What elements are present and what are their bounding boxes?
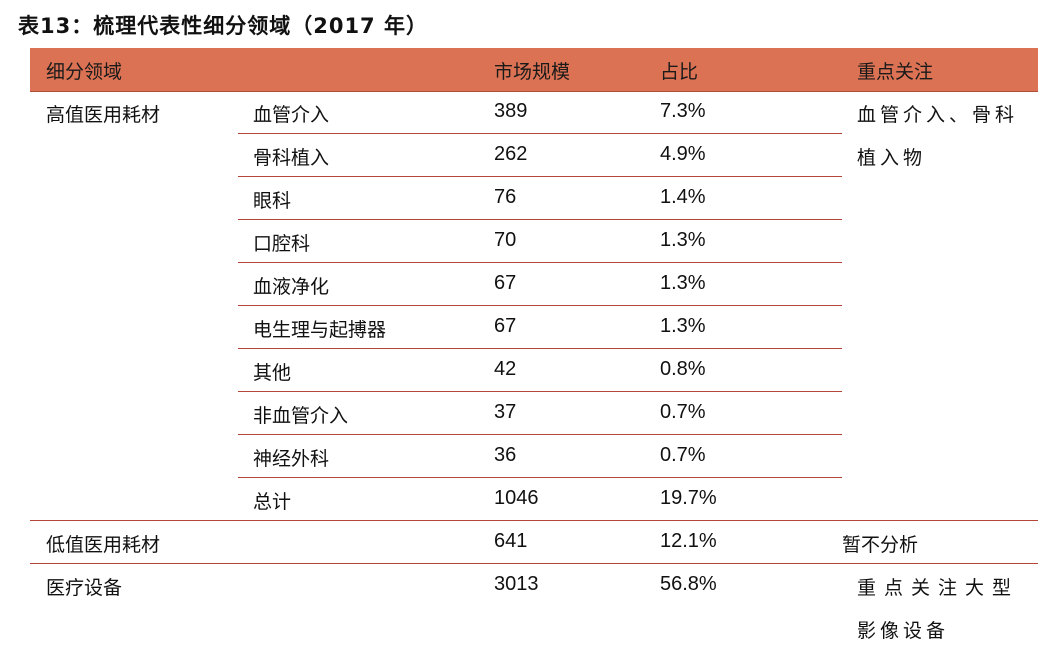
focus-high-value-line1: 血管介入、骨科 — [857, 104, 1019, 126]
sub-segment: 血管介入 — [253, 104, 330, 126]
market-size: 76 — [494, 186, 517, 208]
market-size: 389 — [494, 100, 528, 122]
header-market-size: 市场规模 — [494, 61, 571, 83]
table-header: 细分领域 市场规模 占比 重点关注 — [30, 48, 1038, 92]
market-size: 67 — [494, 272, 517, 294]
row-divider — [238, 176, 842, 177]
market-size-total: 1046 — [494, 487, 539, 509]
category-equipment: 医疗设备 — [46, 577, 123, 599]
row-divider — [238, 391, 842, 392]
ratio: 12.1% — [660, 530, 717, 552]
row-divider — [238, 434, 842, 435]
market-size: 37 — [494, 401, 517, 423]
row-divider — [238, 219, 842, 220]
ratio: 7.3% — [660, 100, 706, 122]
ratio: 0.8% — [660, 358, 706, 380]
market-size: 3013 — [494, 573, 539, 595]
header-ratio: 占比 — [660, 61, 699, 83]
header-focus: 重点关注 — [857, 61, 934, 83]
focus-equipment-line1: 重点关注大型 — [857, 577, 1020, 599]
row-divider — [238, 262, 842, 263]
group-divider — [30, 520, 1038, 521]
row-divider — [238, 477, 842, 478]
sub-segment-total: 总计 — [253, 491, 292, 513]
market-size: 67 — [494, 315, 517, 337]
ratio: 56.8% — [660, 573, 717, 595]
market-size: 42 — [494, 358, 517, 380]
ratio: 1.3% — [660, 229, 706, 251]
market-size: 262 — [494, 143, 528, 165]
focus-equipment-line2: 影像设备 — [857, 620, 950, 642]
row-divider — [238, 133, 842, 134]
sub-segment: 血液净化 — [253, 276, 330, 298]
ratio: 1.3% — [660, 315, 706, 337]
sub-segment: 非血管介入 — [253, 405, 349, 427]
category-high-value: 高值医用耗材 — [46, 104, 161, 126]
sub-segment: 眼科 — [253, 190, 292, 212]
sub-segment: 骨科植入 — [253, 147, 330, 169]
market-size: 641 — [494, 530, 528, 552]
focus-high-value-line2: 植入物 — [857, 147, 927, 169]
ratio: 0.7% — [660, 401, 706, 423]
category-low-value: 低值医用耗材 — [46, 534, 161, 556]
ratio: 4.9% — [660, 143, 706, 165]
row-divider — [238, 348, 842, 349]
market-size: 36 — [494, 444, 517, 466]
focus-low-value: 暂不分析 — [842, 534, 919, 556]
sub-segment: 口腔科 — [253, 233, 311, 255]
ratio-total: 19.7% — [660, 487, 717, 509]
market-size: 70 — [494, 229, 517, 251]
ratio: 0.7% — [660, 444, 706, 466]
ratio: 1.3% — [660, 272, 706, 294]
header-segment: 细分领域 — [46, 61, 123, 83]
sub-segment: 其他 — [253, 362, 292, 384]
table-title: 表13：梳理代表性细分领域（2017 年） — [18, 14, 428, 38]
sub-segment: 电生理与起搏器 — [253, 319, 387, 341]
ratio: 1.4% — [660, 186, 706, 208]
row-divider — [238, 305, 842, 306]
group-divider — [30, 563, 1038, 564]
sub-segment: 神经外科 — [253, 448, 330, 470]
